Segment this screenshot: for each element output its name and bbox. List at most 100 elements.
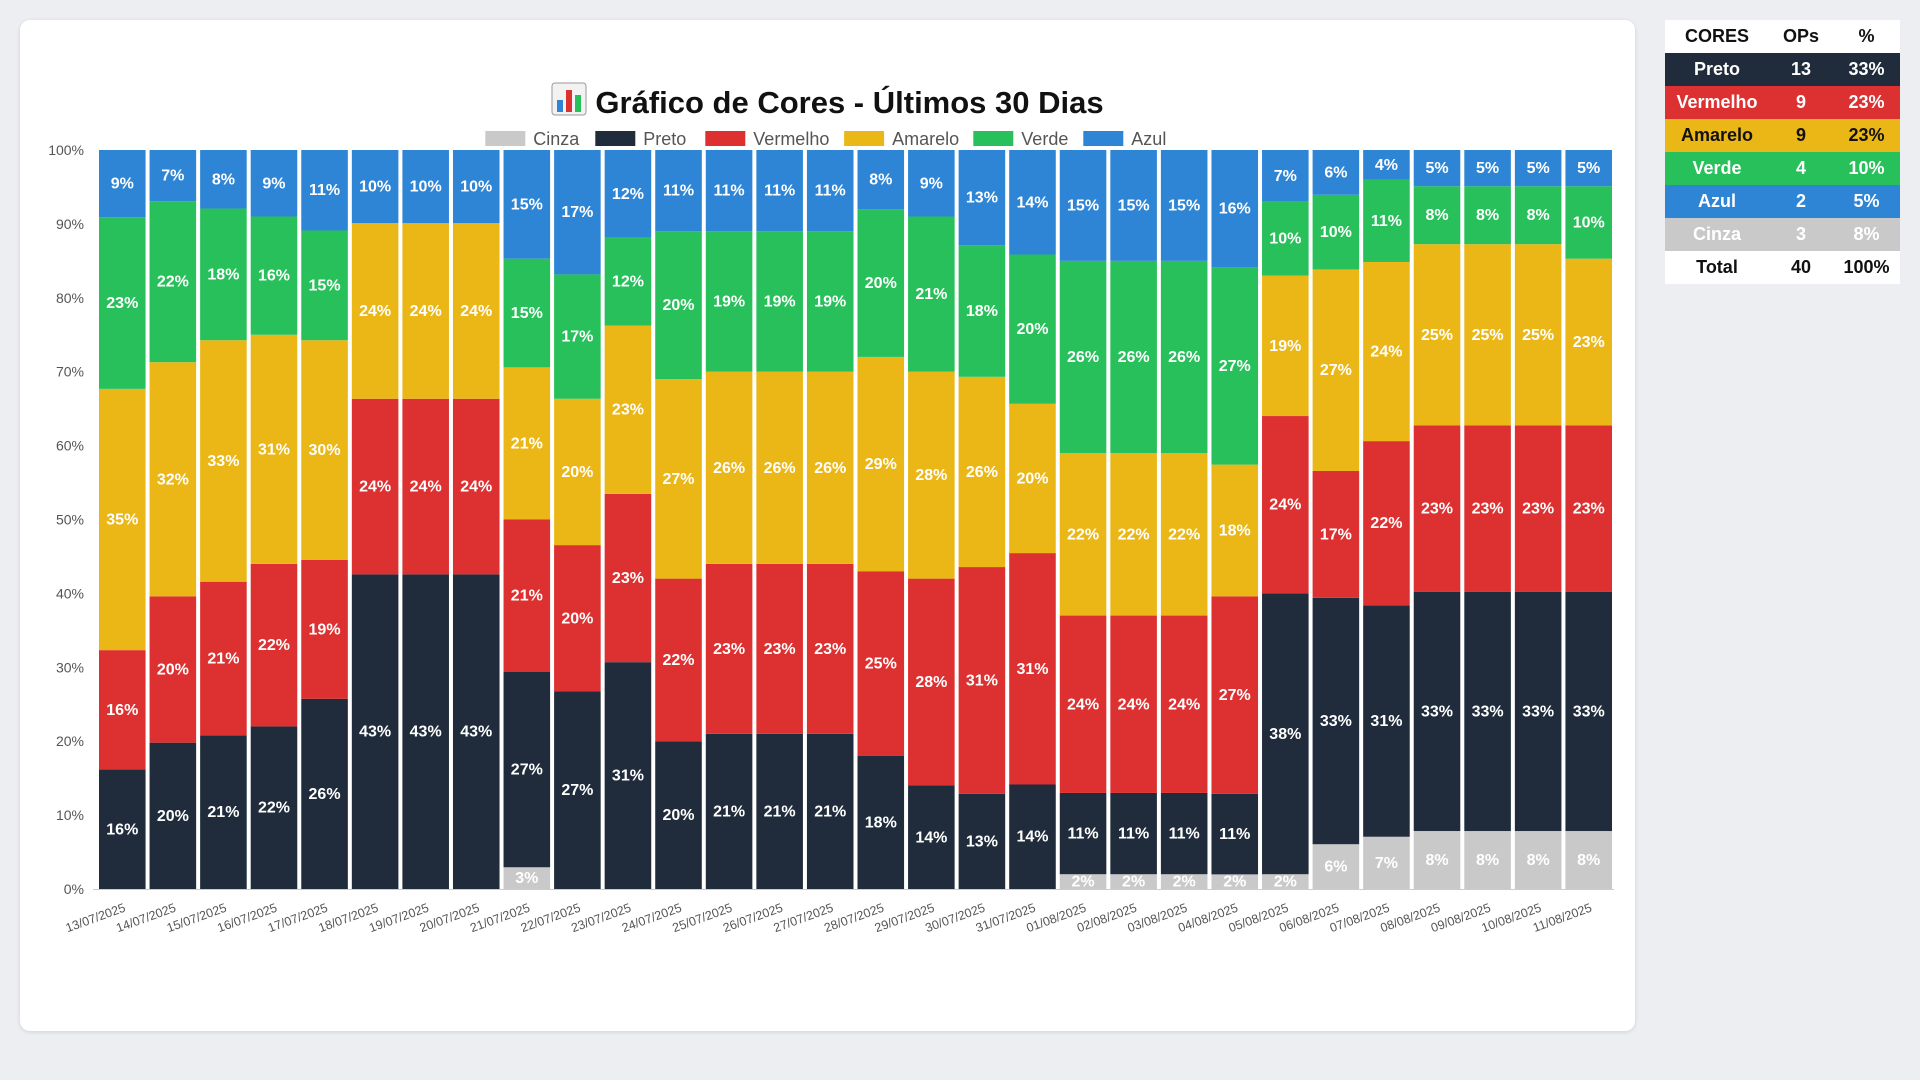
summary-row-verde: Verde 4 10% <box>1665 152 1900 185</box>
bar-value-label: 21% <box>511 588 543 605</box>
bar-segment-amarelo <box>655 379 702 579</box>
bar-value-label: 24% <box>1168 696 1200 713</box>
bar-segment-azul <box>1110 150 1157 261</box>
bar-value-label: 14% <box>915 829 947 846</box>
bar-value-label: 13% <box>966 833 998 850</box>
bar-value-label: 14% <box>1016 194 1048 211</box>
bar-segment-vermelho <box>958 567 1006 794</box>
bar-segment-preto <box>1262 593 1309 875</box>
y-tick-label: 30% <box>56 659 84 675</box>
legend-swatch-cinza <box>485 131 526 146</box>
bar-segment-preto <box>1110 792 1157 875</box>
y-tick-label: 100% <box>48 142 84 158</box>
summary-cell-ops: 2 <box>1795 191 1806 211</box>
bar-value-label: 25% <box>1472 327 1504 344</box>
bar-segment-preto <box>200 735 247 889</box>
summary-header-pct: % <box>1833 20 1900 53</box>
bar-value-label: 5% <box>1577 160 1600 177</box>
bar-value-label: 8% <box>1577 852 1600 869</box>
bar-value-label: 19% <box>309 621 341 638</box>
bar-value-label: 23% <box>1573 501 1605 518</box>
bar-value-label: 20% <box>157 661 189 678</box>
bar-value-label: 11% <box>714 183 745 200</box>
bar-value-label: 38% <box>1269 726 1301 743</box>
legend-label-verde: Verde <box>1021 129 1068 149</box>
bar-segment-preto <box>99 769 146 889</box>
bar-value-label: 10% <box>359 179 391 196</box>
bar-value-label: 17% <box>561 329 593 346</box>
bar-segment-preto <box>1413 591 1461 832</box>
bar-segment-azul <box>351 150 399 224</box>
bar-segment-amarelo <box>1363 261 1410 442</box>
bar-value-label: 22% <box>258 800 290 817</box>
bar-segment-preto <box>705 733 753 889</box>
bar-value-label: 18% <box>966 303 998 320</box>
bar-value-label: 26% <box>1067 349 1099 366</box>
bar-value-label: 24% <box>359 479 391 496</box>
bar-segment-verde <box>1110 260 1157 453</box>
bar-segment-vermelho <box>1413 425 1461 592</box>
legend-label-cinza: Cinza <box>533 129 580 149</box>
summary-cell-pct: 8% <box>1853 224 1880 244</box>
bar-segment-preto <box>503 671 551 868</box>
bar-value-label: 24% <box>359 303 391 320</box>
bar-value-label: 9% <box>262 175 285 192</box>
bar-segment-cinza <box>1312 844 1360 889</box>
y-tick-label: 50% <box>56 512 84 528</box>
bar-segment-amarelo <box>1009 403 1056 554</box>
legend-swatch-amarelo <box>844 131 885 146</box>
bar-value-label: 27% <box>1320 362 1352 379</box>
y-tick-label: 40% <box>56 585 84 601</box>
bar-value-label: 20% <box>1016 470 1048 487</box>
bar-value-label: 13% <box>966 190 998 207</box>
bar-segment-azul <box>604 150 652 238</box>
bar-value-label: 10% <box>1320 224 1352 241</box>
bar-value-label: 32% <box>157 471 189 488</box>
bar-segment-preto <box>1363 605 1410 837</box>
bar-segment-azul <box>1262 150 1309 202</box>
bar-value-label: 25% <box>865 656 897 673</box>
bar-value-label: 22% <box>1168 526 1200 543</box>
bar-segment-verde <box>1009 254 1056 404</box>
bar-value-label: 31% <box>258 441 290 458</box>
bar-segment-cinza <box>1211 874 1259 889</box>
bar-segment-azul <box>1514 150 1562 187</box>
bar-value-label: 26% <box>966 464 998 481</box>
bar-segment-verde <box>604 237 652 326</box>
legend-label-vermelho: Vermelho <box>753 129 829 149</box>
bar-segment-vermelho <box>1211 596 1259 794</box>
bar-segment-preto <box>1312 597 1360 845</box>
bar-segment-verde <box>705 231 753 372</box>
chart-title: Gráfico de Cores - Últimos 30 Dias <box>595 85 1104 120</box>
bar-value-label: 23% <box>1421 501 1453 518</box>
bar-segment-verde <box>1160 260 1208 453</box>
bar-segment-amarelo <box>1262 275 1309 417</box>
summary-row-cinza: Cinza 3 8% <box>1665 218 1900 251</box>
bar-value-label: 19% <box>814 293 846 310</box>
bar-segment-amarelo <box>756 371 803 564</box>
bar-segment-preto <box>1514 591 1562 832</box>
bar-segment-azul <box>1565 150 1612 187</box>
bar-value-label: 24% <box>1118 696 1150 713</box>
bar-segment-preto <box>250 726 298 889</box>
bar-segment-vermelho <box>250 563 298 727</box>
bar-segment-azul <box>1312 150 1360 195</box>
bar-segment-verde <box>301 230 348 341</box>
bar-value-label: 27% <box>1219 358 1251 375</box>
bar-segment-cinza <box>1413 831 1461 889</box>
bar-value-label: 11% <box>663 183 694 200</box>
bar-value-label: 23% <box>612 570 644 587</box>
bar-segment-preto <box>604 662 652 889</box>
bar-segment-azul <box>1059 150 1107 261</box>
bar-value-label: 10% <box>1573 214 1605 231</box>
bar-value-label: 8% <box>1476 852 1499 869</box>
bar-segment-verde <box>503 258 551 368</box>
bar-segment-azul <box>756 150 803 232</box>
summary-cell-name: Preto <box>1693 59 1740 79</box>
bar-value-label: 23% <box>814 641 846 658</box>
summary-cell-ops: 9 <box>1795 92 1806 112</box>
bar-segment-verde <box>200 208 247 341</box>
bar-segment-amarelo <box>1160 452 1208 616</box>
bar-value-label: 20% <box>865 275 897 292</box>
bar-segment-azul <box>857 150 905 210</box>
